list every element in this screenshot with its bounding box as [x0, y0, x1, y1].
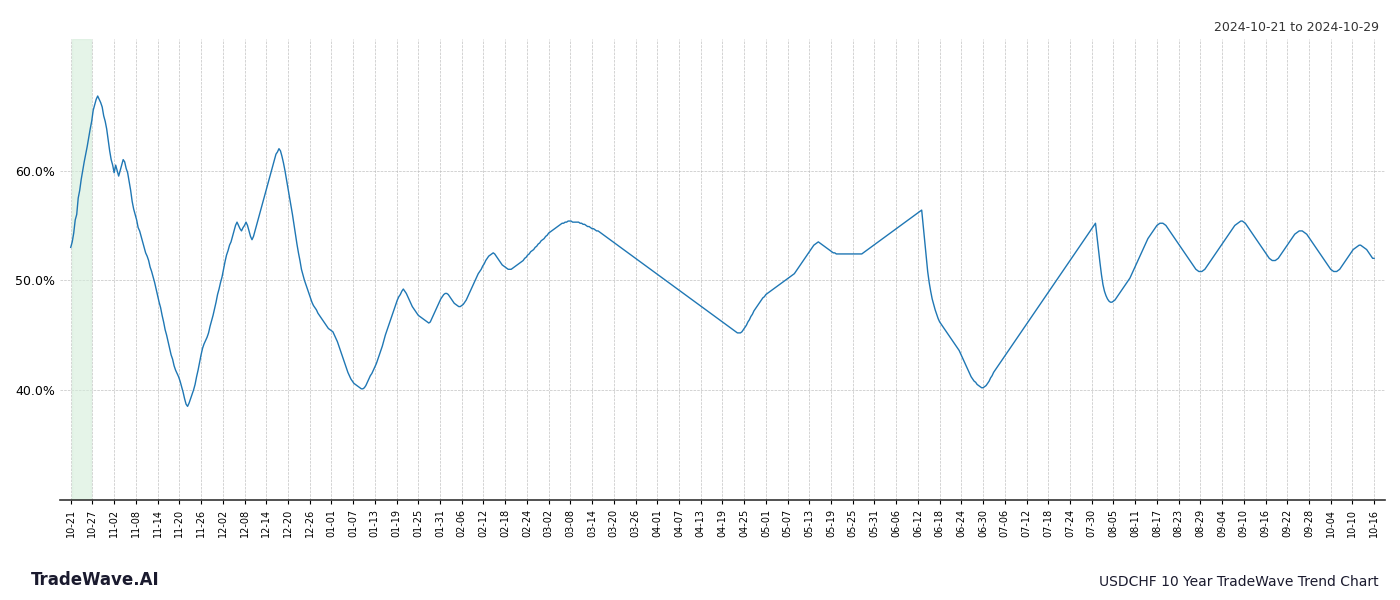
Text: USDCHF 10 Year TradeWave Trend Chart: USDCHF 10 Year TradeWave Trend Chart	[1099, 575, 1379, 589]
Bar	[71, 39, 91, 500]
Text: 2024-10-21 to 2024-10-29: 2024-10-21 to 2024-10-29	[1214, 21, 1379, 34]
Text: TradeWave.AI: TradeWave.AI	[31, 571, 160, 589]
